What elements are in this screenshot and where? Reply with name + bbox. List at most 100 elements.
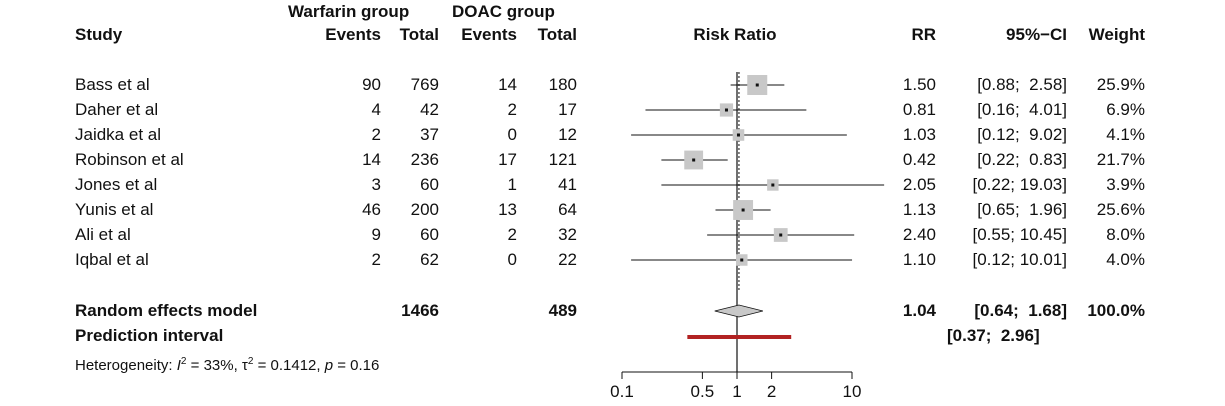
p-value: = 0.16	[333, 357, 380, 374]
random-effects-doac-total: 489	[548, 301, 577, 320]
point-estimate	[692, 158, 696, 162]
warfarin-events: 4	[371, 100, 381, 119]
x-tick-label: 1	[732, 382, 741, 401]
random-effects-label: Random effects model	[75, 301, 258, 320]
warfarin-events-header: Events	[325, 25, 381, 44]
prediction-interval-label: Prediction interval	[75, 326, 224, 345]
warfarin-total: 769	[410, 75, 439, 94]
study-name: Yunis et al	[75, 200, 154, 219]
ci-value: [0.12; 10.01]	[972, 250, 1067, 269]
ci-value: [0.55; 10.45]	[972, 225, 1067, 244]
pooled-diamond	[714, 304, 764, 318]
weight-header: Weight	[1088, 25, 1145, 44]
ci-value: [0.22; 19.03]	[972, 175, 1067, 194]
weight-value: 25.9%	[1096, 75, 1145, 94]
weight-value: 21.7%	[1096, 150, 1145, 169]
ci-value: [0.22; 0.83]	[977, 150, 1067, 169]
warfarin-total-header: Total	[399, 25, 439, 44]
study-name: Jones et al	[75, 175, 158, 194]
doac-total: 22	[558, 250, 577, 269]
study-name: Ali et al	[75, 225, 131, 244]
doac-total: 17	[558, 100, 577, 119]
study-name: Daher et al	[75, 100, 159, 119]
doac-events: 0	[507, 125, 517, 144]
rr-value: 1.10	[902, 250, 936, 269]
warfarin-total: 200	[410, 200, 439, 219]
warfarin-total: 60	[420, 225, 439, 244]
weight-value: 4.1%	[1106, 125, 1145, 144]
warfarin-events: 46	[362, 200, 381, 219]
point-estimate	[771, 183, 775, 187]
point-estimate	[740, 258, 744, 262]
rr-value: 1.03	[902, 125, 936, 144]
random-effects-warfarin-total: 1466	[401, 301, 439, 320]
x-tick-label: 2	[767, 382, 776, 401]
p-symbol: p	[324, 357, 334, 374]
doac-group-header: DOAC group	[452, 2, 555, 21]
rr-header: RR	[911, 25, 936, 44]
doac-total: 121	[548, 150, 577, 169]
weight-value: 3.9%	[1106, 175, 1145, 194]
doac-events: 0	[507, 250, 517, 269]
doac-total: 64	[558, 200, 577, 219]
warfarin-events: 2	[371, 250, 381, 269]
warfarin-group-header: Warfarin group	[288, 2, 410, 21]
doac-events: 13	[498, 200, 517, 219]
rr-value: 0.42	[902, 150, 936, 169]
doac-total: 180	[548, 75, 577, 94]
warfarin-total: 42	[420, 100, 439, 119]
doac-total: 32	[558, 225, 577, 244]
point-estimate	[736, 133, 740, 137]
warfarin-events: 3	[371, 175, 381, 194]
weight-value: 4.0%	[1106, 250, 1145, 269]
i-squared-symbol: I	[176, 357, 181, 374]
x-tick-label: 0.5	[691, 382, 715, 401]
doac-total-header: Total	[537, 25, 577, 44]
point-estimate	[741, 208, 745, 212]
random-effects-weight: 100.0%	[1087, 301, 1145, 320]
tau-squared-symbol: τ	[241, 357, 248, 374]
warfarin-total: 60	[420, 175, 439, 194]
x-tick-label: 10	[843, 382, 862, 401]
doac-events: 17	[498, 150, 517, 169]
warfarin-events: 9	[371, 225, 381, 244]
tau-squared-value: = 0.1412,	[253, 357, 325, 374]
random-effects-ci: [0.64; 1.68]	[974, 301, 1067, 320]
doac-events: 2	[507, 100, 517, 119]
ci-value: [0.65; 1.96]	[977, 200, 1067, 219]
warfarin-total: 62	[420, 250, 439, 269]
warfarin-total: 37	[420, 125, 439, 144]
doac-events: 2	[507, 225, 517, 244]
ci-value: [0.16; 4.01]	[977, 100, 1067, 119]
rr-value: 0.81	[902, 100, 936, 119]
study-name: Robinson et al	[75, 150, 184, 169]
study-name: Jaidka et al	[75, 125, 161, 144]
doac-events-header: Events	[461, 25, 517, 44]
weight-value: 8.0%	[1106, 225, 1145, 244]
point-estimate	[755, 83, 759, 87]
rr-value: 2.40	[902, 225, 936, 244]
i-squared-value: = 33%,	[186, 357, 242, 374]
x-tick-label: 0.1	[610, 382, 634, 401]
heterogeneity-stats: Heterogeneity: I2 = 33%, τ2 = 0.1412, p …	[75, 356, 380, 374]
weight-value: 6.9%	[1106, 100, 1145, 119]
study-header: Study	[75, 25, 123, 44]
ci-header: 95%−CI	[1006, 25, 1067, 44]
study-name: Bass et al	[75, 75, 150, 94]
doac-events: 1	[507, 175, 517, 194]
warfarin-events: 90	[362, 75, 381, 94]
risk-ratio-header: Risk Ratio	[693, 25, 777, 44]
warfarin-events: 2	[371, 125, 381, 144]
random-effects-rr: 1.04	[902, 301, 936, 320]
prediction-interval-bar	[687, 335, 792, 339]
warfarin-total: 236	[410, 150, 439, 169]
prediction-interval-ci: [0.37; 2.96]	[947, 326, 1040, 345]
ci-value: [0.12; 9.02]	[977, 125, 1067, 144]
rr-value: 2.05	[902, 175, 936, 194]
rr-value: 1.13	[902, 200, 936, 219]
doac-total: 12	[558, 125, 577, 144]
point-estimate	[779, 233, 783, 237]
warfarin-events: 14	[362, 150, 381, 169]
heterogeneity-prefix: Heterogeneity:	[75, 357, 177, 374]
